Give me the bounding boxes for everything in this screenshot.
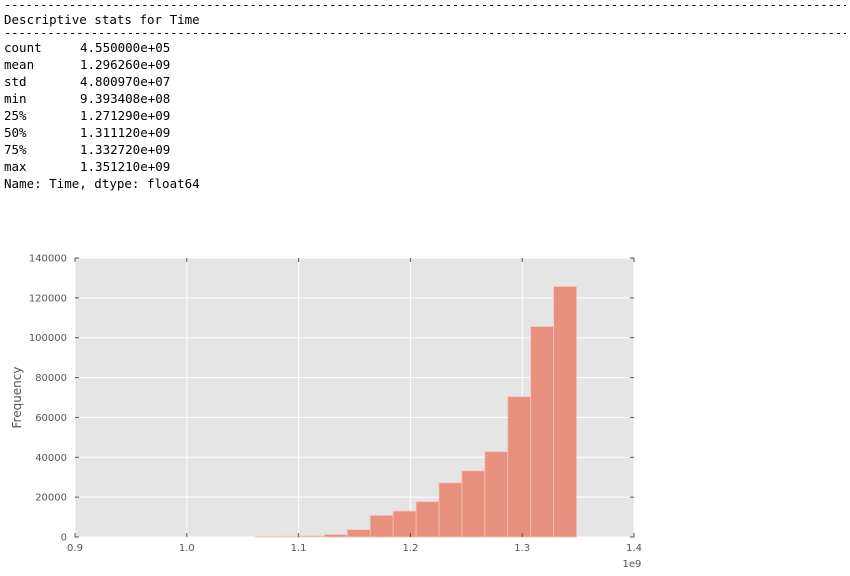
stat-key: min bbox=[4, 91, 27, 106]
y-tick-label: 0 bbox=[61, 533, 67, 544]
stat-row: min 9.393408e+08 bbox=[4, 90, 846, 107]
y-tick-label: 80000 bbox=[35, 373, 67, 384]
stat-key: count bbox=[4, 40, 42, 55]
histogram-bar bbox=[461, 470, 486, 538]
stat-value: 9.393408e+08 bbox=[80, 91, 171, 106]
x-tick-label: 1.1 bbox=[291, 543, 307, 554]
x-tick-label: 1.0 bbox=[179, 543, 195, 554]
x-tick-label: 0.9 bbox=[67, 543, 83, 554]
axis-ticks: 0.9 1.0 1.1 1.2 1.3 1.4 0 20000 40000 60000 80000 1… bbox=[29, 254, 642, 555]
x-tick-label: 1.2 bbox=[402, 543, 418, 554]
mid-rule: ----------------------------------------… bbox=[4, 28, 846, 39]
y-tick-label: 40000 bbox=[35, 453, 67, 464]
histogram-bars bbox=[255, 286, 577, 538]
y-axis-label: Frequency bbox=[10, 367, 24, 429]
histogram-chart: 0.9 1.0 1.1 1.2 1.3 1.4 0 20000 40000 60000 80000 1… bbox=[10, 254, 642, 571]
histogram-bar bbox=[278, 535, 302, 538]
stats-list: count 4.550000e+05 mean 1.296260e+09 std 4.80… bbox=[4, 39, 846, 175]
stat-value: 1.332720e+09 bbox=[80, 142, 171, 157]
stat-row: mean 1.296260e+09 bbox=[4, 56, 846, 73]
y-tick-label: 20000 bbox=[35, 493, 67, 504]
histogram-bar bbox=[415, 501, 440, 538]
stat-value: 1.311120e+09 bbox=[80, 125, 171, 140]
stat-row: count 4.550000e+05 bbox=[4, 39, 846, 56]
stat-row: max 1.351210e+09 bbox=[4, 158, 846, 175]
histogram-bar bbox=[255, 536, 279, 538]
stat-row: 25% 1.271290e+09 bbox=[4, 107, 846, 124]
stat-key: std bbox=[4, 74, 27, 89]
stat-value: 4.550000e+05 bbox=[80, 40, 171, 55]
stat-value: 1.271290e+09 bbox=[80, 108, 171, 123]
histogram-bar bbox=[484, 451, 509, 538]
x-axis-offset-label: 1e9 bbox=[623, 559, 642, 570]
stat-key: mean bbox=[4, 57, 35, 72]
y-tick-label: 120000 bbox=[29, 293, 67, 304]
stat-key: max bbox=[4, 159, 27, 174]
stat-row: 75% 1.332720e+09 bbox=[4, 141, 846, 158]
histogram-bar bbox=[507, 396, 532, 538]
histogram-bar bbox=[324, 534, 348, 538]
histogram-bar bbox=[369, 515, 394, 538]
top-rule: ----------------------------------------… bbox=[4, 0, 846, 11]
histogram-bar bbox=[346, 529, 371, 538]
histogram-bar bbox=[553, 286, 577, 538]
y-tick-label: 140000 bbox=[29, 254, 67, 265]
y-tick-label: 100000 bbox=[29, 333, 67, 344]
histogram-bar bbox=[392, 510, 417, 538]
stat-row: std 4.800970e+07 bbox=[4, 73, 846, 90]
series-footer: Name: Time, dtype: float64 bbox=[4, 176, 200, 191]
stat-value: 1.296260e+09 bbox=[80, 57, 171, 72]
x-tick-label: 1.4 bbox=[626, 543, 642, 554]
histogram-bar bbox=[438, 482, 463, 538]
stat-key: 75% bbox=[4, 142, 27, 157]
histogram-bar bbox=[301, 535, 325, 538]
histogram-bar bbox=[530, 326, 555, 538]
y-tick-label: 60000 bbox=[35, 413, 67, 424]
console-output: ----------------------------------------… bbox=[4, 0, 846, 192]
stat-value: 4.800970e+07 bbox=[80, 74, 171, 89]
stat-key: 50% bbox=[4, 125, 27, 140]
stat-row: 50% 1.311120e+09 bbox=[4, 124, 846, 141]
stat-value: 1.351210e+09 bbox=[80, 159, 171, 174]
stats-heading: Descriptive stats for Time bbox=[4, 12, 200, 27]
x-tick-label: 1.3 bbox=[514, 543, 530, 554]
stat-key: 25% bbox=[4, 108, 27, 123]
